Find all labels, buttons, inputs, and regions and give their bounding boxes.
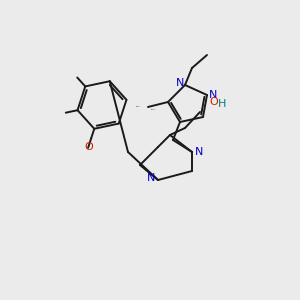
Text: H: H [218, 99, 226, 109]
Text: O: O [210, 97, 218, 107]
Text: methyl: methyl [136, 105, 140, 106]
Text: O: O [84, 142, 93, 152]
Text: N: N [195, 147, 203, 157]
Text: N: N [147, 173, 155, 183]
Text: N: N [176, 78, 184, 88]
Text: methyl: methyl [151, 108, 155, 110]
Text: N: N [209, 90, 217, 100]
